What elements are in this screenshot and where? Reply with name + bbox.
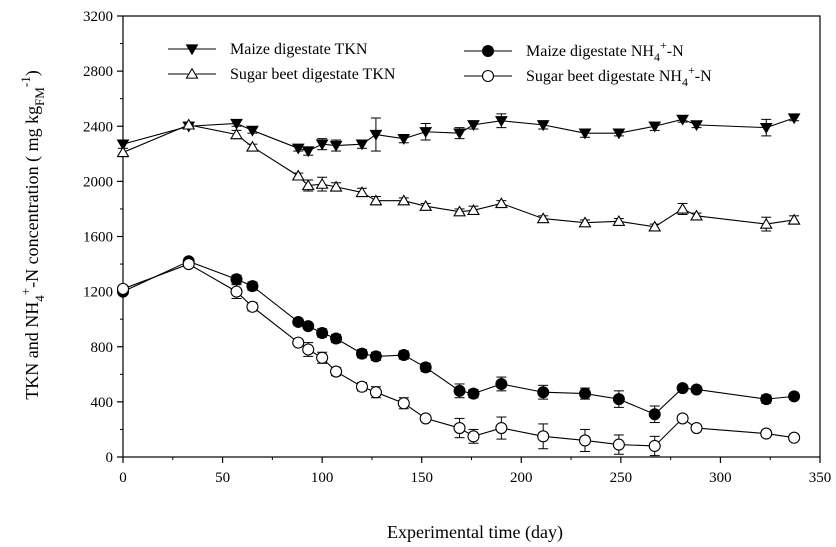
legend-maize-nh4-label-a: Maize digestate NH [526, 43, 654, 60]
x-axis-title: Experimental time (day) [387, 522, 563, 543]
legend-beet-nh4-label-b: -N [695, 68, 712, 85]
data-point-maize_nh4 [691, 384, 702, 395]
data-point-beet_nh4 [468, 431, 479, 442]
data-point-beet_nh4 [231, 286, 242, 297]
data-point-maize_nh4 [231, 274, 242, 285]
legend-beet-tkn-label: Sugar beet digestate TKN [230, 66, 396, 83]
data-point-maize_nh4 [420, 362, 431, 373]
data-point-beet_nh4 [356, 381, 367, 392]
data-point-maize_nh4 [247, 281, 258, 292]
y-title-part-a: TKN and NH [22, 302, 42, 400]
y-title-sup2: -1 [18, 76, 33, 87]
data-point-beet_nh4 [691, 423, 702, 434]
data-point-maize_nh4 [398, 350, 409, 361]
data-point-maize_nh4 [370, 351, 381, 362]
y-title-sub4: 4 [32, 295, 47, 302]
data-point-maize_nh4 [303, 321, 314, 332]
data-point-beet_nh4 [454, 423, 465, 434]
data-point-beet_nh4 [331, 366, 342, 377]
legend-maize-nh4-label-b: -N [667, 43, 684, 60]
data-point-beet_nh4 [496, 423, 507, 434]
x-tick-label: 50 [215, 470, 230, 486]
data-point-beet_nh4 [247, 301, 258, 312]
data-point-maize_nh4 [649, 409, 660, 420]
x-tick-label: 250 [610, 470, 633, 486]
y-tick-label: 0 [106, 450, 114, 466]
data-point-beet_nh4 [761, 428, 772, 439]
y-tick-label: 2400 [83, 119, 113, 135]
data-point-beet_nh4 [370, 387, 381, 398]
y-tick-label: 2800 [83, 64, 113, 80]
data-point-maize_nh4 [496, 378, 507, 389]
legend-maize-nh4-label-sub: 4 [654, 50, 660, 64]
legend-maize-nh4-marker [483, 46, 494, 57]
y-tick-label: 1600 [83, 230, 113, 246]
y-tick-label: 3200 [83, 9, 113, 25]
data-point-maize_nh4 [761, 394, 772, 405]
x-tick-label: 300 [709, 470, 732, 486]
legend-beet-nh4-label-a: Sugar beet digestate NH [526, 68, 682, 85]
data-point-beet_nh4 [789, 432, 800, 443]
data-point-maize_nh4 [613, 394, 624, 405]
data-point-beet_nh4 [183, 259, 194, 270]
data-point-beet_nh4 [398, 398, 409, 409]
data-point-beet_nh4 [677, 413, 688, 424]
data-point-beet_nh4 [293, 337, 304, 348]
data-point-maize_nh4 [356, 348, 367, 359]
y-title-sup: + [18, 288, 33, 295]
y-tick-label: 2000 [83, 174, 113, 190]
x-tick-label: 100 [311, 470, 334, 486]
x-tick-label: 0 [119, 470, 127, 486]
legend-beet-nh4-marker [483, 71, 494, 82]
data-point-beet_nh4 [649, 440, 660, 451]
data-point-beet_nh4 [580, 435, 591, 446]
x-tick-label: 350 [809, 470, 832, 486]
legend-beet-nh4-label-sub: 4 [682, 75, 688, 89]
data-point-maize_nh4 [580, 388, 591, 399]
data-point-maize_nh4 [538, 387, 549, 398]
y-title-part-b: -N concentration ( mg kg [22, 106, 43, 288]
y-tick-label: 1200 [83, 285, 113, 301]
y-tick-label: 800 [91, 340, 114, 356]
data-point-beet_nh4 [303, 344, 314, 355]
data-point-beet_nh4 [538, 431, 549, 442]
x-tick-label: 200 [510, 470, 533, 486]
data-point-maize_nh4 [789, 391, 800, 402]
data-point-maize_nh4 [331, 333, 342, 344]
data-point-maize_nh4 [468, 388, 479, 399]
data-point-maize_nh4 [293, 316, 304, 327]
data-point-maize_nh4 [454, 385, 465, 396]
data-point-beet_nh4 [118, 283, 129, 294]
data-point-beet_nh4 [420, 413, 431, 424]
legend-maize-tkn-label: Maize digestate TKN [230, 41, 368, 58]
data-point-maize_nh4 [317, 327, 328, 338]
data-point-maize_nh4 [677, 383, 688, 394]
y-title-subfm: FM [32, 87, 47, 106]
data-point-beet_nh4 [613, 439, 624, 450]
y-tick-label: 400 [91, 395, 114, 411]
x-tick-label: 150 [410, 470, 433, 486]
data-point-beet_nh4 [317, 352, 328, 363]
y-title-part-c: ) [22, 70, 43, 76]
